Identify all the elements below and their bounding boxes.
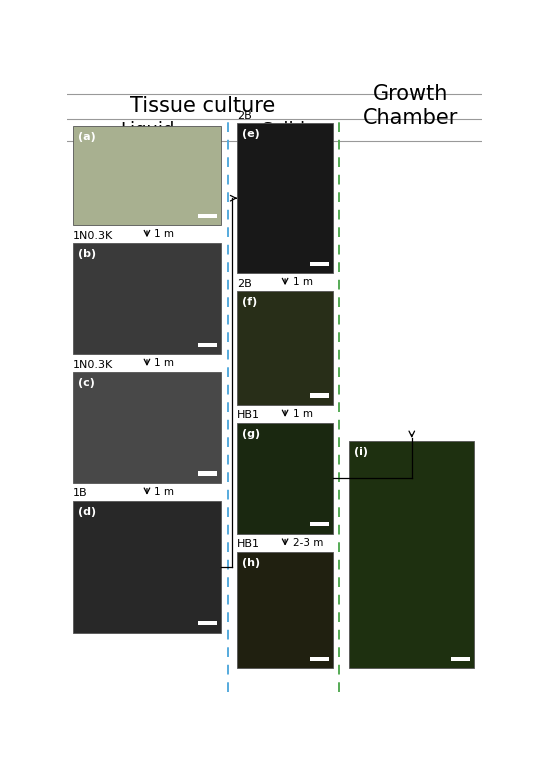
Text: 1 m: 1 m [154, 358, 174, 368]
Bar [310, 522, 329, 527]
Text: 1 m: 1 m [154, 230, 174, 239]
Text: (c): (c) [78, 378, 95, 388]
Bar [310, 394, 329, 398]
Bar [349, 441, 474, 668]
Bar [310, 261, 329, 266]
Text: 1N0.3K: 1N0.3K [73, 231, 114, 240]
Bar [237, 124, 333, 273]
Bar [310, 657, 329, 661]
Text: 1 m: 1 m [293, 409, 312, 419]
Bar [451, 657, 470, 661]
Text: (g): (g) [242, 429, 260, 439]
Bar [198, 342, 217, 347]
Bar [198, 471, 217, 475]
Bar [237, 552, 333, 668]
Text: Solid: Solid [262, 121, 306, 139]
Text: Liquid: Liquid [121, 121, 175, 139]
Text: HB1: HB1 [237, 411, 260, 420]
Text: Growth
Chamber: Growth Chamber [363, 84, 458, 128]
Text: 2B: 2B [237, 111, 252, 121]
Text: (i): (i) [354, 447, 368, 457]
Bar [237, 291, 333, 405]
Bar [198, 214, 217, 218]
Bar [73, 243, 221, 354]
Bar [73, 501, 221, 633]
Bar [198, 621, 217, 626]
Text: HB1: HB1 [237, 539, 260, 549]
Text: (f): (f) [242, 297, 258, 307]
Text: 2-3 m: 2-3 m [293, 538, 323, 548]
Text: 1N0.3K: 1N0.3K [73, 359, 114, 370]
Text: 1 m: 1 m [293, 277, 312, 287]
Bar [73, 126, 221, 225]
Text: 1 m: 1 m [154, 487, 174, 496]
Bar [237, 423, 333, 534]
Text: 1B: 1B [73, 489, 88, 499]
Text: Tissue culture: Tissue culture [130, 96, 276, 116]
Bar [73, 372, 221, 482]
Text: (d): (d) [78, 506, 96, 517]
Text: (b): (b) [78, 249, 96, 259]
Text: (a): (a) [78, 132, 96, 142]
Text: (e): (e) [242, 129, 260, 139]
Text: 2B: 2B [237, 279, 252, 289]
Text: (h): (h) [242, 558, 260, 568]
